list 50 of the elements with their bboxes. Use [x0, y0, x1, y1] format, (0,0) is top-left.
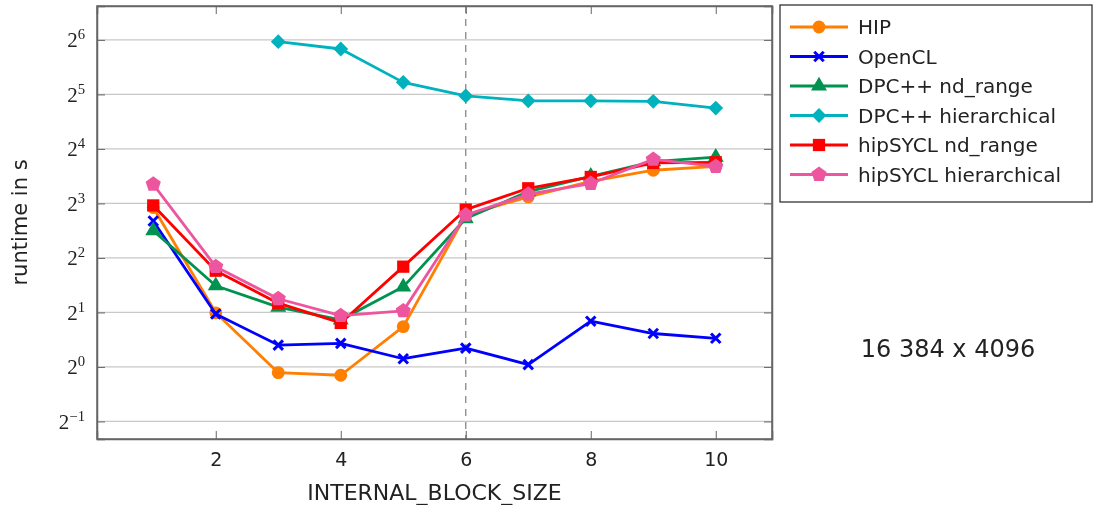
y-tick-label: 2$^{5}$ — [67, 80, 85, 107]
point — [397, 352, 410, 365]
point — [520, 93, 536, 109]
point — [272, 338, 285, 352]
x-tick-label: 2 — [210, 448, 223, 471]
point — [645, 93, 661, 109]
x-tick-label: 6 — [460, 448, 473, 471]
point — [334, 368, 348, 382]
y-tick-label: 2$^{0}$ — [67, 353, 85, 380]
point — [583, 93, 599, 109]
y-tick-label: 2$^{2}$ — [67, 244, 85, 271]
point — [271, 366, 285, 380]
point — [459, 341, 472, 355]
y-tick-label: 2$^{4}$ — [67, 135, 86, 162]
legend-label: DPC++ nd_range — [858, 74, 1033, 98]
y-tick-label: 2$^{6}$ — [67, 26, 85, 53]
point — [708, 100, 724, 116]
point — [147, 214, 160, 228]
point — [395, 74, 411, 90]
point — [458, 88, 474, 104]
y-axis-title: runtime in s — [8, 159, 32, 286]
point — [145, 176, 161, 191]
point — [208, 258, 224, 274]
point — [584, 314, 597, 328]
point — [520, 186, 536, 201]
x-axis-title: INTERNAL_BLOCK_SIZE — [307, 480, 562, 505]
x-tick-label: 10 — [704, 448, 729, 471]
y-tick-label: 2$^{1}$ — [67, 298, 85, 325]
x-tick-label: 4 — [335, 448, 348, 471]
point — [270, 290, 286, 306]
point — [709, 332, 722, 345]
legend-label: HIP — [858, 15, 891, 39]
point — [270, 34, 286, 50]
point — [395, 302, 411, 318]
point — [522, 358, 535, 371]
y-tick-label: 2$^{3}$ — [67, 189, 85, 216]
point — [334, 337, 347, 350]
point — [333, 41, 349, 57]
legend-label: hipSYCL hierarchical — [858, 162, 1062, 187]
legend-label: hipSYCL nd_range — [858, 133, 1038, 157]
legend-label: OpenCL — [858, 44, 938, 69]
y-tick-label: 2$^{−1}$ — [58, 407, 85, 434]
point — [396, 320, 410, 334]
x-tick-label: 8 — [585, 448, 598, 471]
legend-label: DPC++ hierarchical — [858, 103, 1057, 128]
text: 16 384 x 4096 — [860, 335, 1036, 363]
point — [397, 260, 410, 273]
point — [207, 276, 224, 291]
point — [145, 221, 162, 236]
point — [647, 327, 660, 340]
